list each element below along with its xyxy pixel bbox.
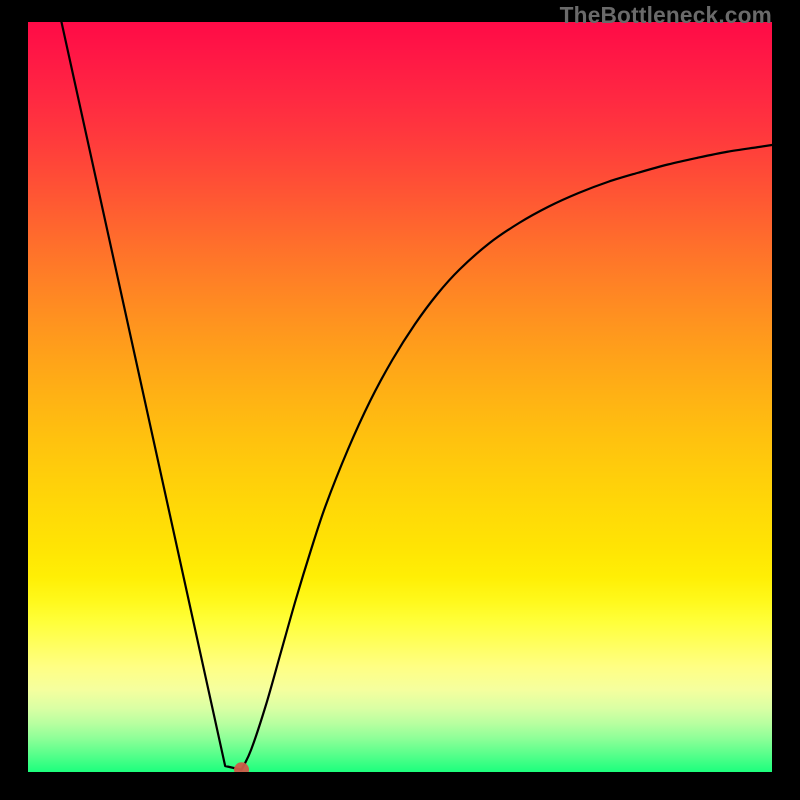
chart-svg bbox=[28, 22, 772, 772]
gradient-background bbox=[28, 22, 772, 772]
watermark-label: TheBottleneck.com bbox=[560, 2, 772, 29]
stage: TheBottleneck.com bbox=[0, 0, 800, 800]
chart-plot-area bbox=[28, 22, 772, 772]
